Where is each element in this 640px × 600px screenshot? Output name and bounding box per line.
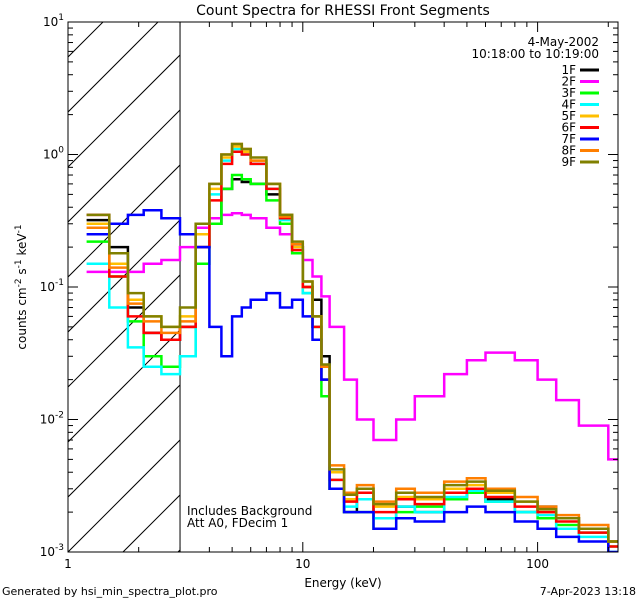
legend-label-2f: 2F — [561, 75, 576, 89]
x-tick-labels: 1 10 100 — [64, 557, 549, 571]
legend-label-9f: 9F — [561, 155, 576, 169]
legend-label-1f: 1F — [561, 63, 576, 77]
hatch-line — [68, 22, 159, 113]
annotation-attenuator: Att A0, FDecim 1 — [187, 516, 288, 530]
hatch-line — [68, 164, 181, 278]
series-line-9f — [86, 142, 618, 543]
hatch-line — [398, 0, 640, 552]
y-tick-label: 100 — [43, 146, 64, 162]
series-lines — [86, 142, 618, 552]
y-tick-labels: 10-3 10-2 10-1 100 101 — [40, 13, 65, 559]
legend-label-7f: 7F — [561, 132, 576, 146]
hatch-line — [68, 22, 104, 58]
hatch-line — [68, 219, 181, 333]
x-tick-label: 1 — [64, 557, 72, 571]
legend: 4-May-2002 10:18:00 to 10:19:00 1F2F3F4F… — [472, 35, 599, 169]
chart-title: Count Spectra for RHESSI Front Segments — [196, 3, 490, 19]
legend-label-4f: 4F — [561, 98, 576, 112]
hatch-line — [233, 0, 640, 552]
legend-label-3f: 3F — [561, 86, 576, 100]
hatch-line — [0, 0, 63, 552]
axis-ticks — [67, 21, 618, 553]
hatch-line — [68, 439, 181, 552]
x-tick-label: 10 — [295, 557, 310, 571]
legend-label-5f: 5F — [561, 109, 576, 123]
y-tick-label: 101 — [43, 13, 64, 29]
hatch-line — [68, 274, 181, 388]
hatch-line — [68, 109, 181, 223]
y-axis-label: counts cm-2 s-1 keV-1 — [14, 224, 29, 349]
footer-timestamp: 7-Apr-2023 13:18 — [540, 585, 636, 598]
y-tick-label: 10-3 — [40, 543, 64, 559]
legend-time-range: 10:18:00 to 10:19:00 — [472, 47, 599, 61]
y-tick-label: 10-1 — [40, 278, 64, 294]
y-tick-label: 10-2 — [40, 411, 64, 427]
hatch-line — [618, 0, 640, 552]
hatch-line — [0, 0, 8, 552]
series-line-2f — [86, 212, 618, 461]
hatch-line — [68, 329, 181, 443]
x-axis-label: Energy (keV) — [304, 576, 381, 590]
x-tick-label: 100 — [526, 557, 549, 571]
series-line-6f — [86, 150, 618, 548]
hatch-line — [453, 0, 640, 552]
legend-label-6f: 6F — [561, 121, 576, 135]
annotation-background: Includes Background — [187, 504, 312, 518]
hatch-region — [0, 0, 640, 552]
legend-label-8f: 8F — [561, 144, 576, 158]
series-line-3f — [86, 173, 618, 548]
hatch-line — [68, 384, 181, 498]
legend-date: 4-May-2002 — [528, 35, 599, 49]
footer-generated-by: Generated by hsi_min_spectra_plot.pro — [2, 585, 218, 598]
hatch-line — [68, 54, 181, 168]
